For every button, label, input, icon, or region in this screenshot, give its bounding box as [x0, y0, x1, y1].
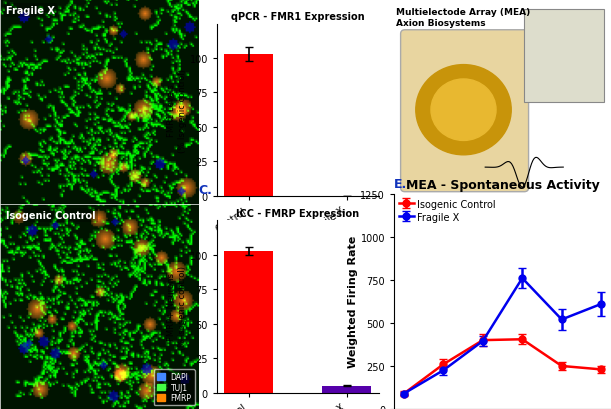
- Bar: [224, 55, 273, 196]
- Bar: [224, 251, 273, 393]
- Text: Multielectode Array (MEA)
Axion Biosystems: Multielectode Array (MEA) Axion Biosyste…: [397, 8, 530, 27]
- Text: C.: C.: [199, 183, 213, 196]
- Text: E.: E.: [394, 177, 408, 190]
- Legend: Isogenic Control, Fragile X: Isogenic Control, Fragile X: [399, 199, 496, 222]
- Legend: DAPI, TUJ1, FMRP: DAPI, TUJ1, FMRP: [154, 369, 195, 405]
- Y-axis label: FMRP+ Neurons
(% Isogenic control): FMRP+ Neurons (% Isogenic control): [167, 265, 187, 348]
- Title: MEA - Spontaneous Activity: MEA - Spontaneous Activity: [406, 179, 599, 192]
- Text: Isogenic Control: Isogenic Control: [6, 211, 95, 220]
- FancyBboxPatch shape: [401, 31, 529, 192]
- Circle shape: [431, 80, 496, 141]
- Text: Fragile X: Fragile X: [6, 6, 55, 16]
- Bar: [323, 386, 371, 393]
- Title: ICC - FMRP Expression: ICC - FMRP Expression: [236, 209, 359, 219]
- Y-axis label: Weighted Firing Rate: Weighted Firing Rate: [348, 236, 357, 368]
- FancyBboxPatch shape: [524, 10, 604, 102]
- Circle shape: [416, 65, 511, 155]
- Y-axis label: FMR1 Levels
(% Isogenic control): FMR1 Levels (% Isogenic control): [167, 69, 187, 152]
- Title: qPCR - FMR1 Expression: qPCR - FMR1 Expression: [231, 12, 365, 22]
